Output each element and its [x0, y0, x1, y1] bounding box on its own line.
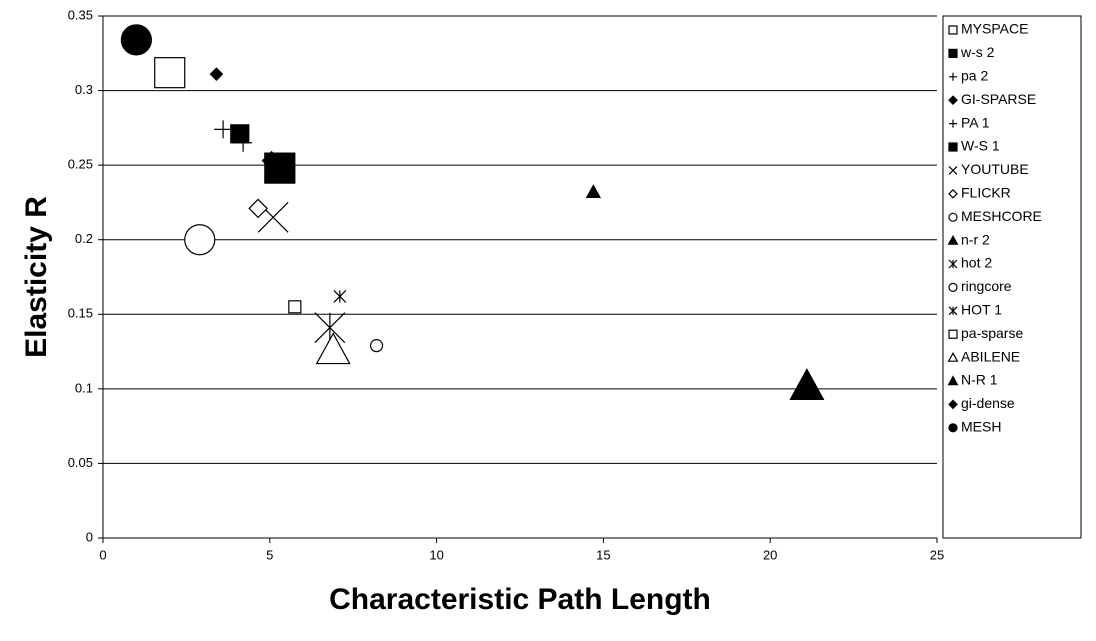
- legend-box: [942, 15, 1082, 539]
- legend-marker: [947, 234, 959, 245]
- data-point: [184, 224, 216, 256]
- legend-marker: [948, 142, 958, 152]
- legend-marker: [948, 48, 958, 59]
- y-tick-label: 0: [86, 529, 93, 544]
- y-tick-label: 0.25: [68, 157, 93, 172]
- data-point: [234, 133, 253, 152]
- legend-marker: [948, 423, 958, 433]
- legend-marker: [948, 399, 958, 410]
- x-tick-label: 0: [99, 547, 106, 562]
- data-point: [214, 120, 233, 139]
- data-point: [209, 67, 224, 82]
- legend-label: MESHCORE: [961, 208, 1042, 224]
- data-point: [789, 368, 825, 400]
- legend-label: hot 2: [961, 255, 992, 271]
- y-tick-label: 0.15: [68, 306, 93, 321]
- legend-label: YOUTUBE: [961, 161, 1029, 177]
- legend-marker: [948, 212, 958, 222]
- legend-marker: [949, 72, 957, 81]
- y-tick-label: 0.3: [75, 82, 93, 97]
- data-point: [154, 57, 186, 89]
- data-point: [585, 184, 602, 198]
- legend-label: GI-SPARSE: [961, 91, 1036, 107]
- data-point: [248, 198, 268, 219]
- y-tick-label: 0.1: [75, 380, 93, 395]
- legend-label: MESH: [961, 419, 1001, 435]
- data-point: [288, 300, 302, 314]
- legend-marker: [947, 351, 959, 362]
- data-point: [333, 289, 347, 303]
- x-tick-label: 15: [596, 547, 610, 562]
- legend-marker: [948, 329, 958, 339]
- y-tick-label: 0.35: [68, 7, 93, 22]
- legend-label: gi-dense: [961, 395, 1015, 411]
- legend-marker: [948, 188, 958, 199]
- legend-label: ABILENE: [961, 348, 1020, 364]
- legend-marker: [948, 25, 958, 35]
- data-point: [315, 332, 351, 365]
- data-point: [314, 312, 346, 344]
- x-tick-label: 25: [930, 547, 944, 562]
- legend-marker: [948, 95, 958, 106]
- legend-label: PA 1: [961, 114, 990, 130]
- x-tick-label: 20: [763, 547, 777, 562]
- legend-label: W-S 1: [961, 138, 1000, 154]
- y-axis-title: Elasticity R: [20, 196, 53, 358]
- data-point: [230, 124, 250, 144]
- x-tick-label: 5: [266, 547, 273, 562]
- data-point: [261, 150, 282, 171]
- legend-marker: [947, 375, 959, 386]
- data-point: [369, 339, 384, 353]
- legend-label: n-r 2: [961, 231, 990, 247]
- legend-marker: [948, 259, 958, 269]
- legend-label: ringcore: [961, 278, 1012, 294]
- y-tick-label: 0.05: [68, 455, 93, 470]
- legend-label: w-s 2: [960, 44, 995, 60]
- legend-marker: [949, 119, 957, 128]
- y-tick-label: 0.2: [75, 231, 93, 246]
- x-tick-label: 10: [429, 547, 443, 562]
- legend-label: N-R 1: [961, 372, 998, 388]
- legend-label: FLICKR: [961, 185, 1011, 201]
- legend-marker: [948, 306, 958, 316]
- legend-marker: [948, 282, 958, 292]
- legend-label: MYSPACE: [961, 21, 1028, 37]
- data-point: [120, 24, 152, 56]
- legend-marker: [948, 165, 958, 175]
- x-axis-title: Characteristic Path Length: [329, 583, 711, 616]
- legend-label: pa-sparse: [961, 325, 1023, 341]
- legend-label: HOT 1: [961, 302, 1002, 318]
- legend-label: pa 2: [961, 68, 988, 84]
